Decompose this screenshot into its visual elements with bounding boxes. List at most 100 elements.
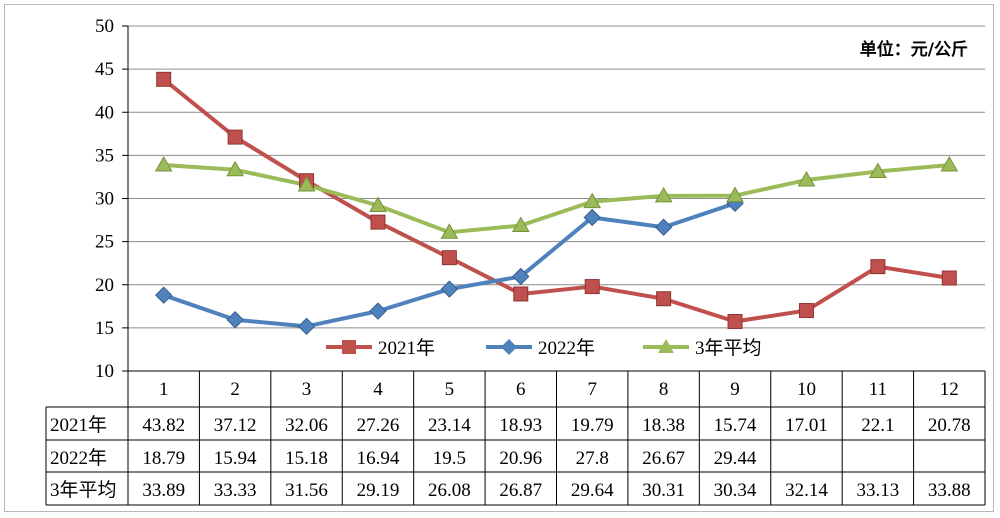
data-point xyxy=(511,216,530,232)
data-point xyxy=(798,303,814,319)
legend-marker xyxy=(501,339,517,355)
table-cell: 15.94 xyxy=(214,448,257,469)
y-tick-label: 40 xyxy=(95,102,114,123)
x-tick-label: 9 xyxy=(730,379,740,400)
data-point xyxy=(583,208,601,227)
data-point xyxy=(869,162,887,179)
series-line xyxy=(162,77,950,324)
x-tick-label: 10 xyxy=(797,379,816,400)
table-row-label: 2022年 xyxy=(50,447,107,469)
data-point xyxy=(654,218,673,236)
legend-marker xyxy=(342,340,356,354)
series-markers xyxy=(154,71,959,336)
series-line xyxy=(163,162,950,235)
table-cell: 20.96 xyxy=(499,448,542,469)
table-cell: 26.87 xyxy=(499,480,542,501)
table-cell: 37.12 xyxy=(214,415,257,436)
y-tick-label: 35 xyxy=(95,145,114,166)
y-axis-ticks: 10 15 20 25 30 35 40 45 50 xyxy=(95,16,114,382)
table-cell: 26.67 xyxy=(642,448,685,469)
table-cell: 30.34 xyxy=(714,480,757,501)
x-tick-label: 7 xyxy=(587,379,597,400)
y-tick-label: 45 xyxy=(95,59,114,80)
table-cell: 33.89 xyxy=(142,480,185,501)
table-cell: 23.14 xyxy=(428,415,471,436)
table-cell: 29.64 xyxy=(571,480,614,501)
data-point xyxy=(726,186,744,203)
table-cell: 19.79 xyxy=(571,415,614,436)
x-tick-label: 3 xyxy=(302,379,312,400)
data-point xyxy=(297,317,316,336)
table-cell: 20.78 xyxy=(928,415,971,436)
x-tick-label: 12 xyxy=(940,379,959,400)
table-cell: 27.8 xyxy=(576,448,609,469)
data-point xyxy=(156,71,172,87)
table-cell: 15.18 xyxy=(285,448,328,469)
table-cell: 43.82 xyxy=(142,415,185,436)
table-cell: 22.1 xyxy=(861,415,894,436)
y-tick-label: 15 xyxy=(95,318,114,339)
data-point xyxy=(870,259,886,275)
data-point xyxy=(513,286,529,302)
x-tick-label: 1 xyxy=(159,379,169,400)
data-point xyxy=(369,196,387,212)
data-point xyxy=(654,186,673,203)
y-tick-label: 10 xyxy=(95,361,114,382)
table-cell: 18.38 xyxy=(642,415,685,436)
data-point xyxy=(583,192,602,209)
legend-label: 2021年 xyxy=(378,337,435,359)
data-point xyxy=(941,270,957,286)
data-point xyxy=(727,313,743,329)
table-cell: 33.88 xyxy=(928,480,971,501)
table-cell: 16.94 xyxy=(357,448,400,469)
legend-label: 2022年 xyxy=(538,337,595,359)
table-cell: 33.13 xyxy=(857,480,900,501)
table-cell: 19.5 xyxy=(433,448,466,469)
table-cell: 27.26 xyxy=(357,415,400,436)
x-tick-label: 5 xyxy=(445,379,455,400)
data-point xyxy=(797,171,816,187)
data-point xyxy=(297,176,316,192)
table-cell: 30.31 xyxy=(642,480,685,501)
legend-label: 3年平均 xyxy=(695,337,762,359)
x-tick-label: 8 xyxy=(659,379,669,400)
data-point xyxy=(656,291,672,307)
table-row-label: 2021年 xyxy=(50,414,107,436)
data-point xyxy=(441,250,457,266)
x-tick-label: 11 xyxy=(869,379,887,400)
legend-marker xyxy=(658,339,674,353)
data-point xyxy=(440,280,459,298)
y-tick-label: 30 xyxy=(95,189,114,210)
legend: 2021年 2022年 3年平均 xyxy=(326,337,762,359)
table-row-label: 3年平均 xyxy=(50,479,117,501)
chart-frame xyxy=(4,4,994,512)
table-cell: 31.56 xyxy=(285,480,328,501)
table-cell: 18.93 xyxy=(499,415,542,436)
table-cell: 33.33 xyxy=(214,480,257,501)
table-cell: 18.79 xyxy=(142,448,185,469)
series-lines xyxy=(162,77,950,329)
table-cell: 29.19 xyxy=(357,480,400,501)
table-cell: 26.08 xyxy=(428,480,471,501)
table-cell: 17.01 xyxy=(785,415,828,436)
x-tick-label: 6 xyxy=(516,379,526,400)
data-point xyxy=(370,214,386,230)
data-point xyxy=(227,129,243,145)
data-point xyxy=(155,286,173,304)
y-tick-label: 50 xyxy=(95,16,114,37)
data-point xyxy=(940,156,959,172)
data-point xyxy=(369,302,387,320)
x-tick-label: 4 xyxy=(373,379,383,400)
data-point xyxy=(154,155,173,172)
table-cell: 32.14 xyxy=(785,480,828,501)
data-point xyxy=(226,311,244,329)
unit-label: 单位：元/公斤 xyxy=(860,39,968,60)
data-point xyxy=(584,279,600,295)
gridlines xyxy=(122,25,985,372)
table-cell: 15.74 xyxy=(714,415,757,436)
data-point xyxy=(226,160,244,177)
x-tick-label: 2 xyxy=(230,379,240,400)
data-point xyxy=(512,267,530,286)
y-tick-label: 20 xyxy=(95,275,114,296)
